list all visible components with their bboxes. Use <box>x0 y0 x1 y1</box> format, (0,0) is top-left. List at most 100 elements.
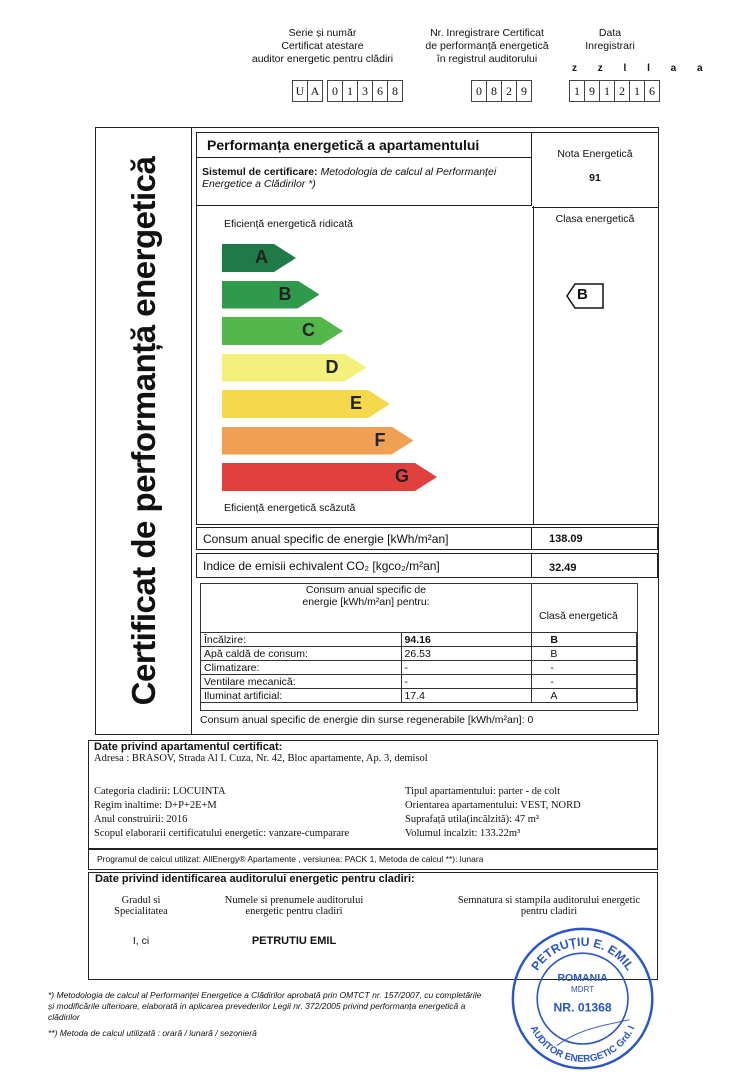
nota-energetica-cell: Nota Energetică 91 <box>532 132 659 208</box>
energy-class-letter: D <box>325 356 339 377</box>
energy-scale-panel <box>196 206 534 525</box>
breakdown-header: Consum anual specific de energie [kWh/m²… <box>201 584 532 632</box>
date-label: Data Inregistrari <box>565 27 655 53</box>
serie-label-line: auditor energetic pentru clădiri <box>251 53 394 65</box>
apartment-height-regime: Regim inaltime: D+P+2E+M <box>94 800 217 811</box>
energy-class-letter: G <box>394 466 409 486</box>
low-efficiency-label: Eficiență energetică scăzută <box>224 502 356 514</box>
digit-box: 2 <box>614 80 630 102</box>
class-b-arrow-icon <box>566 283 604 309</box>
digit-box: 8 <box>486 80 502 102</box>
reg-label: Nr. Inregistrare Certificat de performan… <box>412 27 562 66</box>
system-value: Metodologia de calcul al Performanței En… <box>202 166 497 190</box>
breakdown-class: A <box>531 688 637 703</box>
breakdown-class: B <box>531 632 637 647</box>
apartment-orientation: Orientarea apartamentului: VEST, NORD <box>405 800 581 811</box>
auditor-name: PETRUTIU EMIL <box>251 935 337 947</box>
vertical-title: Certificat de performanță energetică <box>124 156 162 706</box>
reg-label-line: Nr. Inregistrare Certificat <box>430 27 544 39</box>
certification-system: Sistemul de certificare: Metodologia de … <box>196 158 532 206</box>
breakdown-value: 17.4 <box>400 688 533 703</box>
breakdown-class: B <box>531 646 637 661</box>
energy-class-bar-b: B <box>222 281 320 309</box>
breakdown-row: Apă caldă de consum: 26.53 B <box>200 646 637 661</box>
breakdown-name: Apă caldă de consum: <box>200 646 402 661</box>
auditor-data: Date privind identificarea auditorului e… <box>88 872 658 980</box>
breakdown-class: - <box>531 660 637 675</box>
breakdown-row: Ventilare mecanică: - - <box>200 674 637 689</box>
digit-box: 0 <box>327 80 343 102</box>
apartment-year: Anul construirii: 2016 <box>94 814 188 825</box>
stamp-ministry: MDRT <box>571 985 594 994</box>
breakdown-name: Ventilare mecanică: <box>200 674 402 689</box>
system-label: Sistemul de certificare: <box>202 166 318 178</box>
name-label: Numele si prenumele auditorului energeti… <box>224 895 364 917</box>
breakdown-class-header: Clasă energetică <box>539 610 618 622</box>
calculation-program: Programul de calcul utilizat: AllEnergy®… <box>88 848 658 870</box>
breakdown-class: - <box>531 674 637 689</box>
auditor-grade: I, ci <box>132 935 150 947</box>
stamp-number: NR. 01368 <box>554 1001 612 1015</box>
energy-class-letter: B <box>278 283 292 304</box>
nota-value: 91 <box>589 172 601 184</box>
digit-box: 9 <box>516 80 532 102</box>
apartment-title: Date privind apartamentul certificat: <box>94 741 283 753</box>
performance-title: Performanța energetică a apartamentului <box>196 132 532 158</box>
digit-box: A <box>307 80 323 102</box>
apartment-address: Adresa : BRASOV, Strada Al I. Cuza, Nr. … <box>94 753 428 764</box>
apartment-category: Categoria cladirii: LOCUINTA <box>94 786 226 797</box>
apartment-volume: Volumul incalzit: 133.22m³ <box>405 828 521 839</box>
breakdown-row: Iluminat artificial: 17.4 A <box>200 688 637 703</box>
digit-box: 3 <box>357 80 373 102</box>
date-format: z z l l a a <box>572 63 712 74</box>
energy-class-letter: E <box>349 393 362 413</box>
energy-class-letter: F <box>374 429 386 450</box>
co2-value: 32.49 <box>532 553 658 578</box>
digit-box: 2 <box>501 80 517 102</box>
co2-label: Indice de emisii echivalent CO₂ [kgco₂/m… <box>196 553 532 578</box>
regen-label: Consum anual specific de energie din sur… <box>200 714 525 726</box>
digit-box: 0 <box>471 80 487 102</box>
consum-label: Consum anual specific de energie [kWh/m²… <box>196 527 532 550</box>
breakdown-value: - <box>400 674 533 689</box>
nota-label: Nota Energetică <box>557 148 633 160</box>
digit-box: 1 <box>342 80 358 102</box>
energy-class-letter: C <box>302 320 315 340</box>
apartment-data: Date privind apartamentul certificat: Ad… <box>88 740 658 850</box>
auditor-stamp: PETRUȚIU E. EMIL AUDITOR ENERGETIC Grd. … <box>511 927 654 1070</box>
stamp-country: ROMANIA <box>557 972 608 984</box>
breakdown-name: Iluminat artificial: <box>200 688 402 703</box>
digit-box: 9 <box>584 80 600 102</box>
consumption-breakdown: Consum anual specific de energie [kWh/m²… <box>200 583 638 711</box>
digit-box: U <box>292 80 308 102</box>
serie-label-line: Serie și număr <box>288 27 357 39</box>
regen-value: 0 <box>527 714 534 726</box>
digit-box: 1 <box>599 80 615 102</box>
breakdown-name: Încălzire: <box>200 632 402 647</box>
breakdown-value: 26.53 <box>400 646 533 661</box>
energy-class-bar-g: G <box>222 463 437 491</box>
date-label-line: Inregistrari <box>585 40 635 52</box>
energy-class-bar-d: D <box>222 354 367 382</box>
digit-box: 1 <box>629 80 645 102</box>
date-label-line: Data <box>598 27 622 39</box>
footnote-1: *) Metodologia de calcul al Performanței… <box>48 990 482 1022</box>
reg-label-line: în registrul auditorului <box>436 53 538 65</box>
clasa-energetica-cell: Clasa energetică <box>532 206 659 525</box>
regenerable-row: Consum anual specific de energie din sur… <box>200 714 533 726</box>
clasa-value: B <box>577 286 588 303</box>
breakdown-table: Încălzire: 94.16 B Apă caldă de consum: 26.5… <box>200 632 637 703</box>
apartment-type: Tipul apartamentului: parter - de colt <box>405 786 561 797</box>
breakdown-name: Climatizare: <box>200 660 402 675</box>
signature-label: Semnatura si stampila auditorului energe… <box>457 895 641 917</box>
auditor-title: Date privind identificarea auditorului e… <box>95 873 415 885</box>
grade-label: Gradul si Specialitatea <box>114 895 168 917</box>
digit-box: 8 <box>387 80 403 102</box>
energy-class-bar-f: F <box>222 427 414 455</box>
reg-label-line: de performanță energetică <box>425 40 549 52</box>
energy-class-bar-e: E <box>222 390 390 418</box>
